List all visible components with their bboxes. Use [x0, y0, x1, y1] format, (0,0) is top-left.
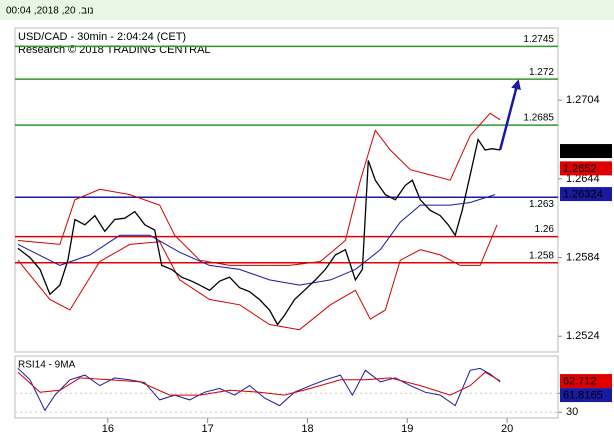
price-marker-label: 1.26652 [563, 145, 603, 157]
price-marker [560, 388, 612, 403]
price-marker-label: 1.26324 [563, 188, 603, 200]
level-label: 1.26 [535, 224, 555, 235]
y-tick-label: 1.2524 [566, 330, 600, 342]
forecast-arrow [498, 79, 521, 151]
x-tick-label: 18 [301, 423, 313, 435]
y-tick-label: 1.2644 [566, 173, 600, 185]
rsi-title: RSI14 - 9MA [18, 360, 76, 371]
timestamp: נוב. 20, 2018, 00:04 [6, 6, 94, 17]
price-marker [560, 374, 612, 389]
series-line [17, 137, 501, 326]
main-panel [14, 27, 559, 353]
price-marker [560, 187, 612, 202]
level-label: 1.272 [529, 67, 554, 78]
price-marker-label: 61.8165 [563, 389, 603, 401]
series-line [17, 371, 501, 396]
level-label: 1.2685 [523, 113, 554, 124]
price-marker [560, 161, 612, 176]
chart-title: USD/CAD - 30min - 2:04:24 (CET) [18, 31, 186, 43]
x-tick-label: 19 [401, 423, 413, 435]
level-label: 1.258 [529, 250, 554, 261]
x-tick-label: 17 [202, 423, 214, 435]
rsi-panel [14, 355, 559, 419]
x-tick-label: 16 [102, 423, 114, 435]
y-tick-label: 1.2584 [566, 251, 600, 263]
price-marker-label: 62.712 [563, 375, 597, 387]
price-marker [560, 144, 612, 159]
level-label: 1.2745 [523, 34, 554, 45]
series-line [17, 224, 498, 331]
series-line [17, 367, 501, 412]
y-tick-label: 1.2704 [566, 94, 600, 106]
price-marker-label: 1.2652 [563, 163, 597, 175]
series-line [17, 194, 496, 286]
y-tick-label: 30 [566, 406, 578, 418]
header-bar [0, 0, 614, 20]
x-tick-label: 20 [501, 423, 513, 435]
series-line [17, 112, 501, 266]
level-label: 1.263 [529, 199, 554, 210]
